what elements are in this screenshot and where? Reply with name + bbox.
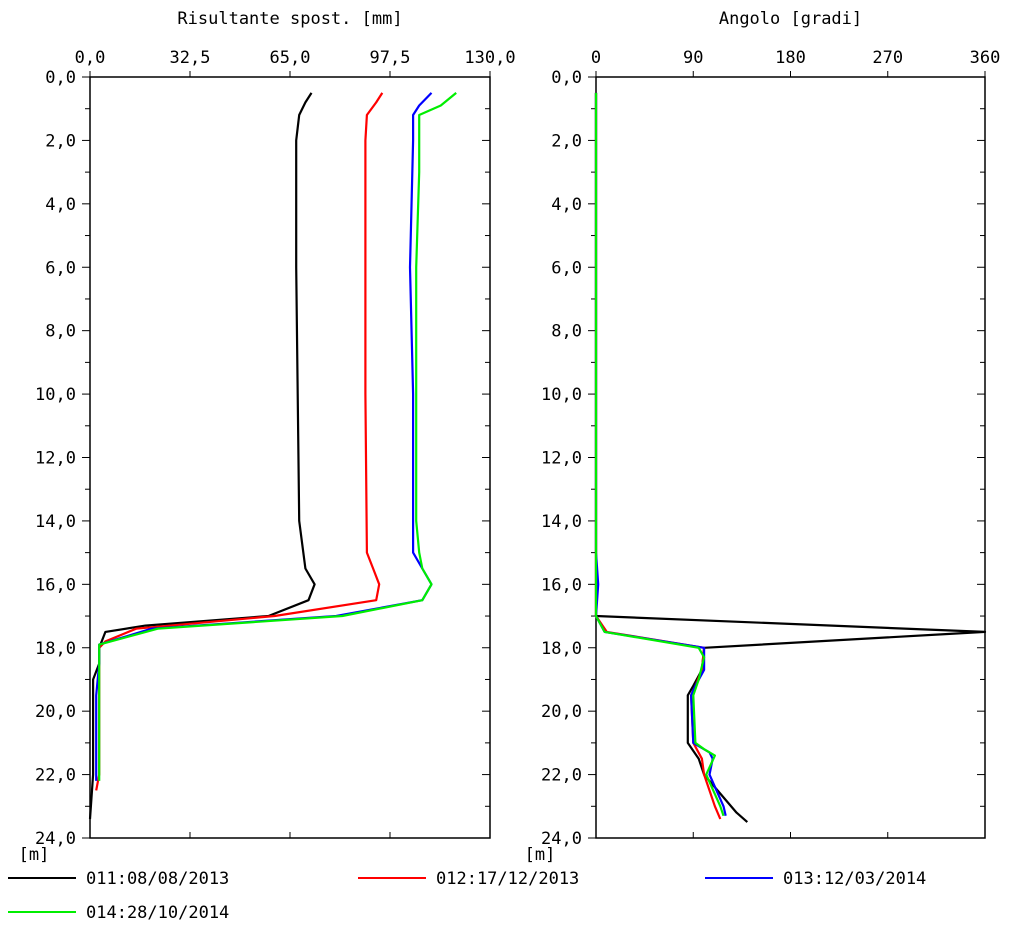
y-tick-label: 24,0 (35, 829, 76, 849)
y-tick-label: 8,0 (45, 322, 76, 342)
series-line-3 (95, 92, 433, 781)
x-tick-label: 270 (872, 48, 903, 68)
x-tick-label: 97,5 (370, 48, 411, 68)
series-line-1 (594, 92, 987, 823)
chart-title: Risultante spost. [mm] (177, 9, 402, 29)
y-tick-label: 8,0 (551, 322, 582, 342)
y-tick-label: 10,0 (35, 385, 76, 405)
y-tick-label: 4,0 (551, 195, 582, 215)
y-tick-label: 14,0 (541, 512, 582, 532)
legend-item: 014:28/10/2014 (8, 903, 229, 923)
y-tick-label: 10,0 (541, 385, 582, 405)
x-tick-label: 90 (683, 48, 703, 68)
legend-label: 011:08/08/2013 (86, 869, 229, 889)
y-unit-label: [m] (19, 845, 50, 865)
plot-2 (588, 71, 987, 839)
y-tick-label: 24,0 (541, 829, 582, 849)
y-tick-label: 6,0 (551, 258, 582, 278)
y-tick-label: 20,0 (541, 702, 582, 722)
x-tick-label: 180 (775, 48, 806, 68)
x-tick-label: 130,0 (464, 48, 515, 68)
y-tick-label: 12,0 (541, 449, 582, 469)
x-tick-label: 360 (970, 48, 1001, 68)
y-tick-label: 4,0 (45, 195, 76, 215)
x-tick-label: 0 (591, 48, 601, 68)
x-tick-label: 32,5 (170, 48, 211, 68)
y-tick-label: 20,0 (35, 702, 76, 722)
y-tick-label: 14,0 (35, 512, 76, 532)
legend-item: 013:12/03/2014 (705, 869, 926, 889)
plot-1 (82, 71, 491, 839)
plot-frame (595, 76, 986, 839)
series-line-2 (594, 92, 722, 820)
plot-frame (89, 76, 491, 839)
y-tick-label: 22,0 (541, 766, 582, 786)
legend-label: 012:17/12/2013 (436, 869, 579, 889)
y-tick-label: 18,0 (35, 639, 76, 659)
y-unit-label: [m] (525, 845, 556, 865)
series-line-4 (594, 92, 725, 817)
y-tick-label: 16,0 (541, 575, 582, 595)
y-tick-label: 16,0 (35, 575, 76, 595)
y-tick-label: 0,0 (45, 68, 76, 88)
x-tick-label: 65,0 (270, 48, 311, 68)
legend-item: 012:17/12/2013 (358, 869, 579, 889)
legend-item: 011:08/08/2013 (8, 869, 229, 889)
y-tick-label: 18,0 (541, 639, 582, 659)
legend-label: 014:28/10/2014 (86, 903, 229, 923)
series-line-3 (594, 92, 727, 817)
y-tick-label: 2,0 (551, 131, 582, 151)
x-tick-label: 0,0 (75, 48, 106, 68)
series-line-1 (88, 92, 316, 820)
y-tick-label: 22,0 (35, 766, 76, 786)
series-line-4 (98, 92, 457, 781)
legend-label: 013:12/03/2014 (783, 869, 926, 889)
y-tick-label: 2,0 (45, 131, 76, 151)
y-tick-label: 0,0 (551, 68, 582, 88)
series-line-2 (95, 92, 384, 791)
chart-title: Angolo [gradi] (719, 9, 862, 29)
y-tick-label: 12,0 (35, 449, 76, 469)
y-tick-label: 6,0 (45, 258, 76, 278)
